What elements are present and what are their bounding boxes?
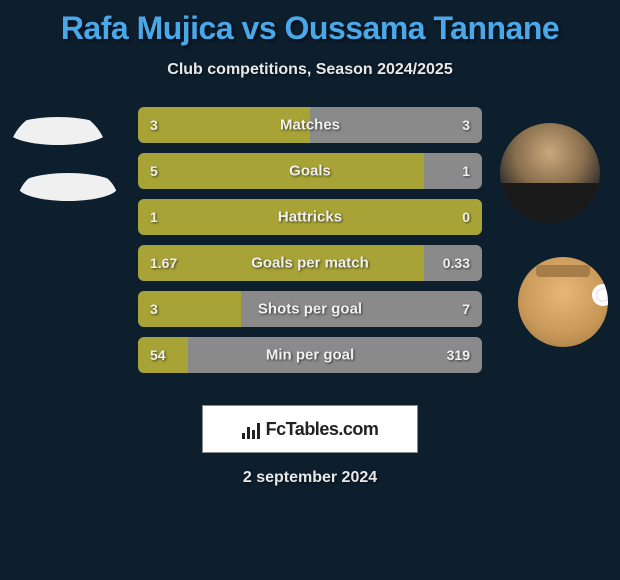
stat-row: Goals per match1.670.33 <box>138 245 482 281</box>
player2-avatar <box>500 123 600 223</box>
stat-bar-bg <box>138 337 482 373</box>
stat-bar-bg <box>138 245 482 281</box>
stat-bar-left <box>138 291 241 327</box>
branding-badge: FcTables.com <box>202 405 418 453</box>
stats-area: Matches33 Goals51 Hattricks10 Goals per mat… <box>0 107 620 387</box>
stat-bar-right <box>424 245 482 281</box>
date-label: 2 september 2024 <box>0 469 620 487</box>
ellipse-icon <box>18 173 118 201</box>
stat-row: Shots per goal37 <box>138 291 482 327</box>
bar-chart-icon <box>242 419 264 439</box>
stat-row: Goals51 <box>138 153 482 189</box>
stat-row: Matches33 <box>138 107 482 143</box>
stat-bar-left <box>138 337 188 373</box>
stat-bar-left <box>138 107 310 143</box>
stat-bar-left <box>138 153 424 189</box>
stat-rows: Matches33 Goals51 Hattricks10 Goals per mat… <box>138 107 482 383</box>
stat-bar-right <box>241 291 482 327</box>
stat-bar-bg <box>138 199 482 235</box>
mascot-icon <box>518 257 608 347</box>
player-photo-icon <box>500 123 600 223</box>
subtitle: Club competitions, Season 2024/2025 <box>0 61 620 79</box>
stat-bar-bg <box>138 153 482 189</box>
mascot-avatar <box>518 257 608 347</box>
ellipse-icon <box>8 117 108 145</box>
player1-avatar-shape-2 <box>18 165 118 235</box>
stat-bar-right <box>310 107 482 143</box>
stat-bar-bg <box>138 291 482 327</box>
stat-bar-right <box>188 337 482 373</box>
stat-row: Hattricks10 <box>138 199 482 235</box>
stat-bar-bg <box>138 107 482 143</box>
page-title: Rafa Mujica vs Oussama Tannane <box>0 0 620 47</box>
stat-bar-left <box>138 199 482 235</box>
branding-text: FcTables.com <box>266 419 379 440</box>
stat-row: Min per goal54319 <box>138 337 482 373</box>
stat-bar-left <box>138 245 424 281</box>
stat-bar-right <box>424 153 482 189</box>
